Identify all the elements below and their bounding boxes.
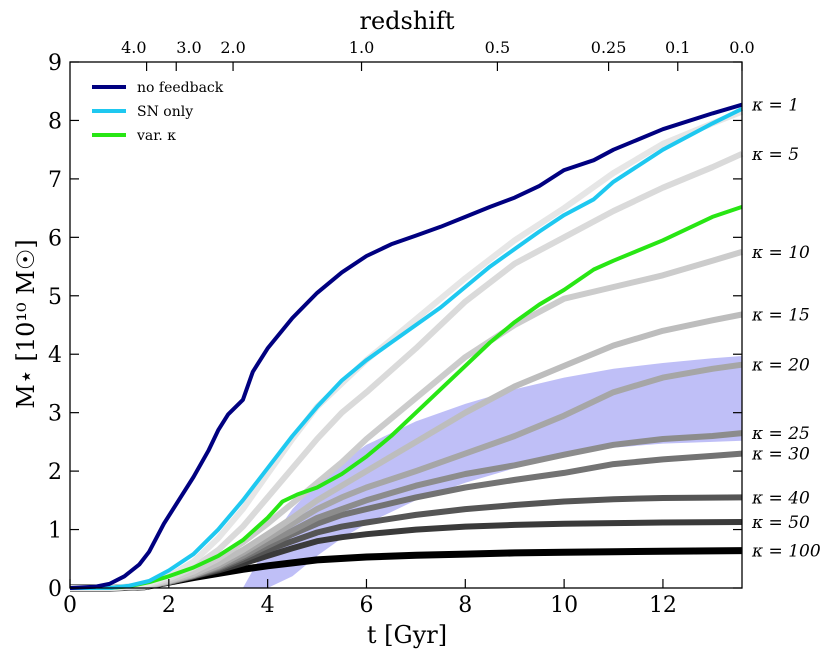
series-line-11 bbox=[70, 107, 743, 590]
kappa-label-9: κ = 100 bbox=[751, 542, 821, 562]
y-tick-label-7: 7 bbox=[48, 168, 62, 193]
y-tick-label-5: 5 bbox=[48, 285, 62, 310]
kappa-label-3: κ = 15 bbox=[751, 305, 810, 325]
kappa-label-7: κ = 40 bbox=[751, 488, 810, 508]
kappa-label-1: κ = 5 bbox=[751, 145, 799, 165]
redshift-tick-label-0: 4.0 bbox=[121, 38, 146, 57]
kappa-label-0: κ = 1 bbox=[751, 96, 799, 116]
legend-label-var-kappa: var. κ bbox=[136, 128, 176, 144]
y-tick-label-2: 2 bbox=[48, 460, 62, 485]
redshift-tick-label-2: 2.0 bbox=[220, 38, 245, 57]
legend-label-sn-only: SN only bbox=[137, 104, 193, 120]
x-tick-label-3: 6 bbox=[359, 593, 373, 618]
y-tick-label-0: 0 bbox=[48, 577, 62, 602]
kappa-label-2: κ = 10 bbox=[751, 243, 810, 263]
x-tick-label-4: 8 bbox=[458, 593, 472, 618]
plot-frame bbox=[69, 61, 743, 589]
y-tick-label-4: 4 bbox=[48, 343, 62, 368]
redshift-tick-label-7: 0.0 bbox=[729, 38, 754, 57]
x-tick-label-5: 10 bbox=[550, 593, 578, 618]
top-axis-title: redshift bbox=[359, 7, 454, 35]
x-tick-label-2: 4 bbox=[261, 593, 275, 618]
x-tick-label-1: 2 bbox=[162, 593, 176, 618]
series-line-10 bbox=[70, 205, 743, 590]
kappa-label-6: κ = 30 bbox=[751, 445, 810, 465]
kappa-label-4: κ = 20 bbox=[751, 356, 810, 376]
y-tick-label-3: 3 bbox=[48, 402, 62, 427]
y-tick-label-1: 1 bbox=[48, 519, 62, 544]
legend-label-no-feedback: no feedback bbox=[137, 80, 224, 96]
y-tick-label-9: 9 bbox=[48, 51, 62, 76]
redshift-tick-label-1: 3.0 bbox=[176, 38, 201, 57]
legend: no feedback SN only var. κ bbox=[80, 72, 230, 154]
x-tick-label-6: 12 bbox=[649, 593, 677, 618]
redshift-tick-label-4: 0.5 bbox=[485, 38, 510, 57]
kappa-label-5: κ = 25 bbox=[751, 424, 810, 444]
series-line-12 bbox=[69, 102, 743, 590]
kappa-label-8: κ = 50 bbox=[751, 513, 810, 533]
x-axis-title: t [Gyr] bbox=[367, 621, 447, 649]
y-axis-title: M⋆ [10¹⁰ M☉] bbox=[12, 239, 40, 408]
y-tick-label-6: 6 bbox=[48, 226, 62, 251]
x-tick-label-0: 0 bbox=[63, 593, 77, 618]
redshift-tick-label-6: 0.1 bbox=[665, 38, 690, 57]
y-tick-label-8: 8 bbox=[48, 109, 62, 134]
redshift-tick-label-5: 0.25 bbox=[591, 38, 627, 57]
plot-area bbox=[69, 102, 744, 592]
redshift-tick-label-3: 1.0 bbox=[349, 38, 374, 57]
